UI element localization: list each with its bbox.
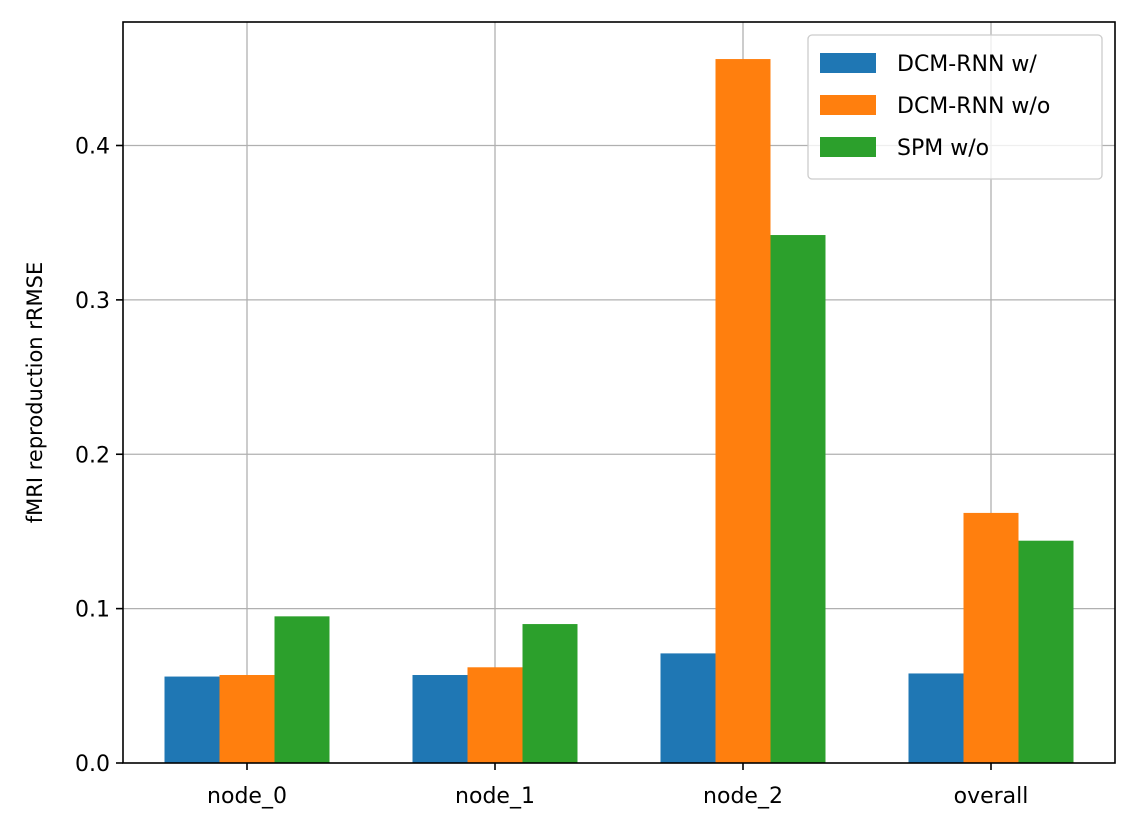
y-axis-title: fMRI reproduction rRMSE [23, 262, 47, 523]
legend-swatch-0 [820, 53, 876, 73]
bar-node_0-series-0 [164, 676, 220, 763]
y-tick-label: 0.1 [75, 598, 110, 623]
legend-label-2: SPM w/o [897, 136, 989, 161]
legend-swatch-2 [820, 137, 876, 157]
bar-node_2-series-1 [715, 59, 771, 764]
x-tick-label-node_0: node_0 [207, 784, 287, 809]
bar-overall-series-2 [1018, 540, 1074, 763]
bar-node_0-series-2 [274, 616, 330, 763]
y-tick-label: 0.2 [75, 443, 110, 468]
x-axis: node_0 node_1 node_2 overall [207, 763, 1028, 809]
bar-node_1-series-0 [412, 675, 468, 763]
bar-overall-series-0 [908, 673, 964, 763]
legend-box [807, 34, 1103, 180]
bar-node_2-series-0 [660, 653, 716, 763]
legend-label-1: DCM-RNN w/o [897, 94, 1050, 119]
bars [164, 59, 1074, 764]
legend: DCM-RNN w/DCM-RNN w/o SPM w/o [807, 34, 1103, 180]
legend-label-0: DCM-RNN w/ [897, 52, 1037, 77]
y-tick-label: 0.0 [75, 752, 110, 777]
x-tick-label-node_2: node_2 [703, 784, 783, 809]
y-tick-label: 0.4 [75, 135, 110, 160]
legend-swatch-1 [820, 95, 876, 115]
plot-frame [122, 21, 1116, 764]
bar-node_1-series-2 [522, 624, 578, 763]
bar-node_2-series-2 [770, 235, 826, 764]
bar-node_0-series-1 [219, 675, 275, 763]
x-tick-label-overall: overall [954, 784, 1029, 809]
y-axis: 0.0 0.1 0.2 0.3 0.4 [75, 135, 123, 777]
bar-overall-series-1 [963, 512, 1019, 763]
y-tick-label: 0.3 [75, 289, 110, 314]
bar-node_1-series-1 [467, 667, 523, 763]
x-tick-label-node_1: node_1 [455, 784, 535, 809]
